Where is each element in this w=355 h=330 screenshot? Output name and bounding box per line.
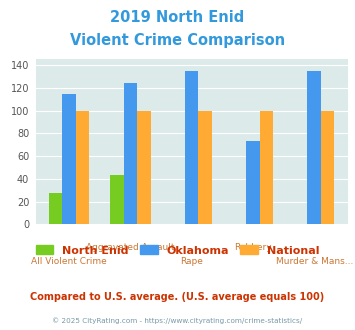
Text: Murder & Mans...: Murder & Mans... xyxy=(275,257,353,266)
Legend: North Enid, Oklahoma, National: North Enid, Oklahoma, National xyxy=(31,241,324,260)
Bar xyxy=(49,192,62,224)
Text: 2019 North Enid: 2019 North Enid xyxy=(110,10,245,25)
Bar xyxy=(307,71,321,224)
Bar xyxy=(198,111,212,224)
Bar xyxy=(76,111,89,224)
Text: Robbery: Robbery xyxy=(234,243,272,251)
Bar xyxy=(137,111,151,224)
Bar xyxy=(124,83,137,224)
Text: Violent Crime Comparison: Violent Crime Comparison xyxy=(70,33,285,48)
Text: Aggravated Assault: Aggravated Assault xyxy=(86,243,175,251)
Bar xyxy=(110,176,124,224)
Text: Rape: Rape xyxy=(180,257,203,266)
Bar xyxy=(185,71,198,224)
Text: © 2025 CityRating.com - https://www.cityrating.com/crime-statistics/: © 2025 CityRating.com - https://www.city… xyxy=(53,317,302,324)
Bar xyxy=(321,111,334,224)
Bar xyxy=(260,111,273,224)
Bar xyxy=(62,93,76,224)
Bar xyxy=(246,141,260,224)
Text: All Violent Crime: All Violent Crime xyxy=(31,257,107,266)
Text: Compared to U.S. average. (U.S. average equals 100): Compared to U.S. average. (U.S. average … xyxy=(31,292,324,302)
